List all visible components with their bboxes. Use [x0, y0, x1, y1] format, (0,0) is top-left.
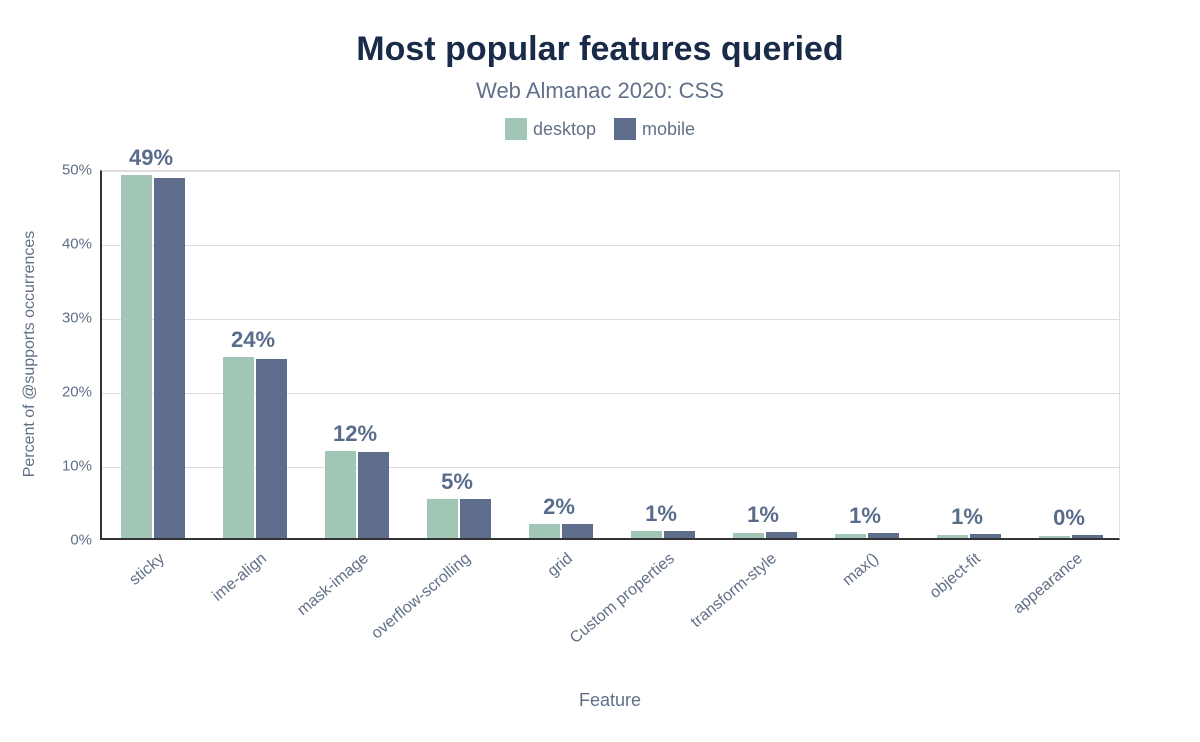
bar-mobile	[256, 359, 287, 538]
bar-group-label: 5%	[441, 469, 473, 495]
legend-item: desktop	[505, 118, 596, 140]
bar-desktop	[1039, 536, 1070, 538]
bar-desktop	[427, 499, 458, 538]
bar-mobile	[868, 533, 899, 538]
bar-mobile	[766, 532, 797, 538]
bar-mobile	[1072, 535, 1103, 538]
bar-group-label: 1%	[849, 503, 881, 529]
bar-desktop	[529, 524, 560, 538]
y-tick-label: 50%	[42, 162, 92, 179]
bar-group-label: 1%	[645, 501, 677, 527]
y-tick-label: 20%	[42, 384, 92, 401]
plot-area	[100, 170, 1120, 540]
bar-group-label: 2%	[543, 494, 575, 520]
x-axis-label: Feature	[460, 690, 760, 711]
y-tick-label: 10%	[42, 458, 92, 475]
bar-mobile	[154, 178, 185, 538]
chart-subtitle: Web Almanac 2020: CSS	[0, 78, 1200, 104]
gridline	[102, 393, 1119, 394]
legend-label: desktop	[533, 119, 596, 140]
bar-group-label: 1%	[951, 504, 983, 530]
legend-label: mobile	[642, 119, 695, 140]
bar-group-label: 24%	[231, 327, 275, 353]
bar-mobile	[358, 452, 389, 538]
x-tick-label: sticky	[4, 550, 169, 692]
bar-desktop	[733, 533, 764, 538]
bar-mobile	[664, 531, 695, 538]
bar-group-label: 49%	[129, 145, 173, 171]
legend-item: mobile	[614, 118, 695, 140]
y-tick-label: 30%	[42, 310, 92, 327]
bar-group-label: 1%	[747, 502, 779, 528]
bar-group-label: 0%	[1053, 505, 1085, 531]
y-tick-label: 40%	[42, 236, 92, 253]
bar-desktop	[835, 534, 866, 538]
y-axis-label: Percent of @supports occurrences	[21, 174, 39, 534]
bar-mobile	[970, 534, 1001, 538]
gridline	[102, 171, 1119, 172]
bar-group-label: 12%	[333, 421, 377, 447]
gridline	[102, 319, 1119, 320]
chart-legend: desktop mobile	[0, 118, 1200, 140]
bar-desktop	[937, 535, 968, 538]
y-tick-label: 0%	[42, 532, 92, 549]
gridline	[102, 245, 1119, 246]
bar-desktop	[631, 531, 662, 538]
legend-swatch	[505, 118, 527, 140]
bar-mobile	[460, 499, 491, 538]
bar-desktop	[223, 357, 254, 538]
bar-desktop	[325, 451, 356, 538]
bar-mobile	[562, 524, 593, 538]
chart-title: Most popular features queried	[0, 30, 1200, 69]
gridline	[102, 467, 1119, 468]
legend-swatch	[614, 118, 636, 140]
bar-desktop	[121, 175, 152, 538]
